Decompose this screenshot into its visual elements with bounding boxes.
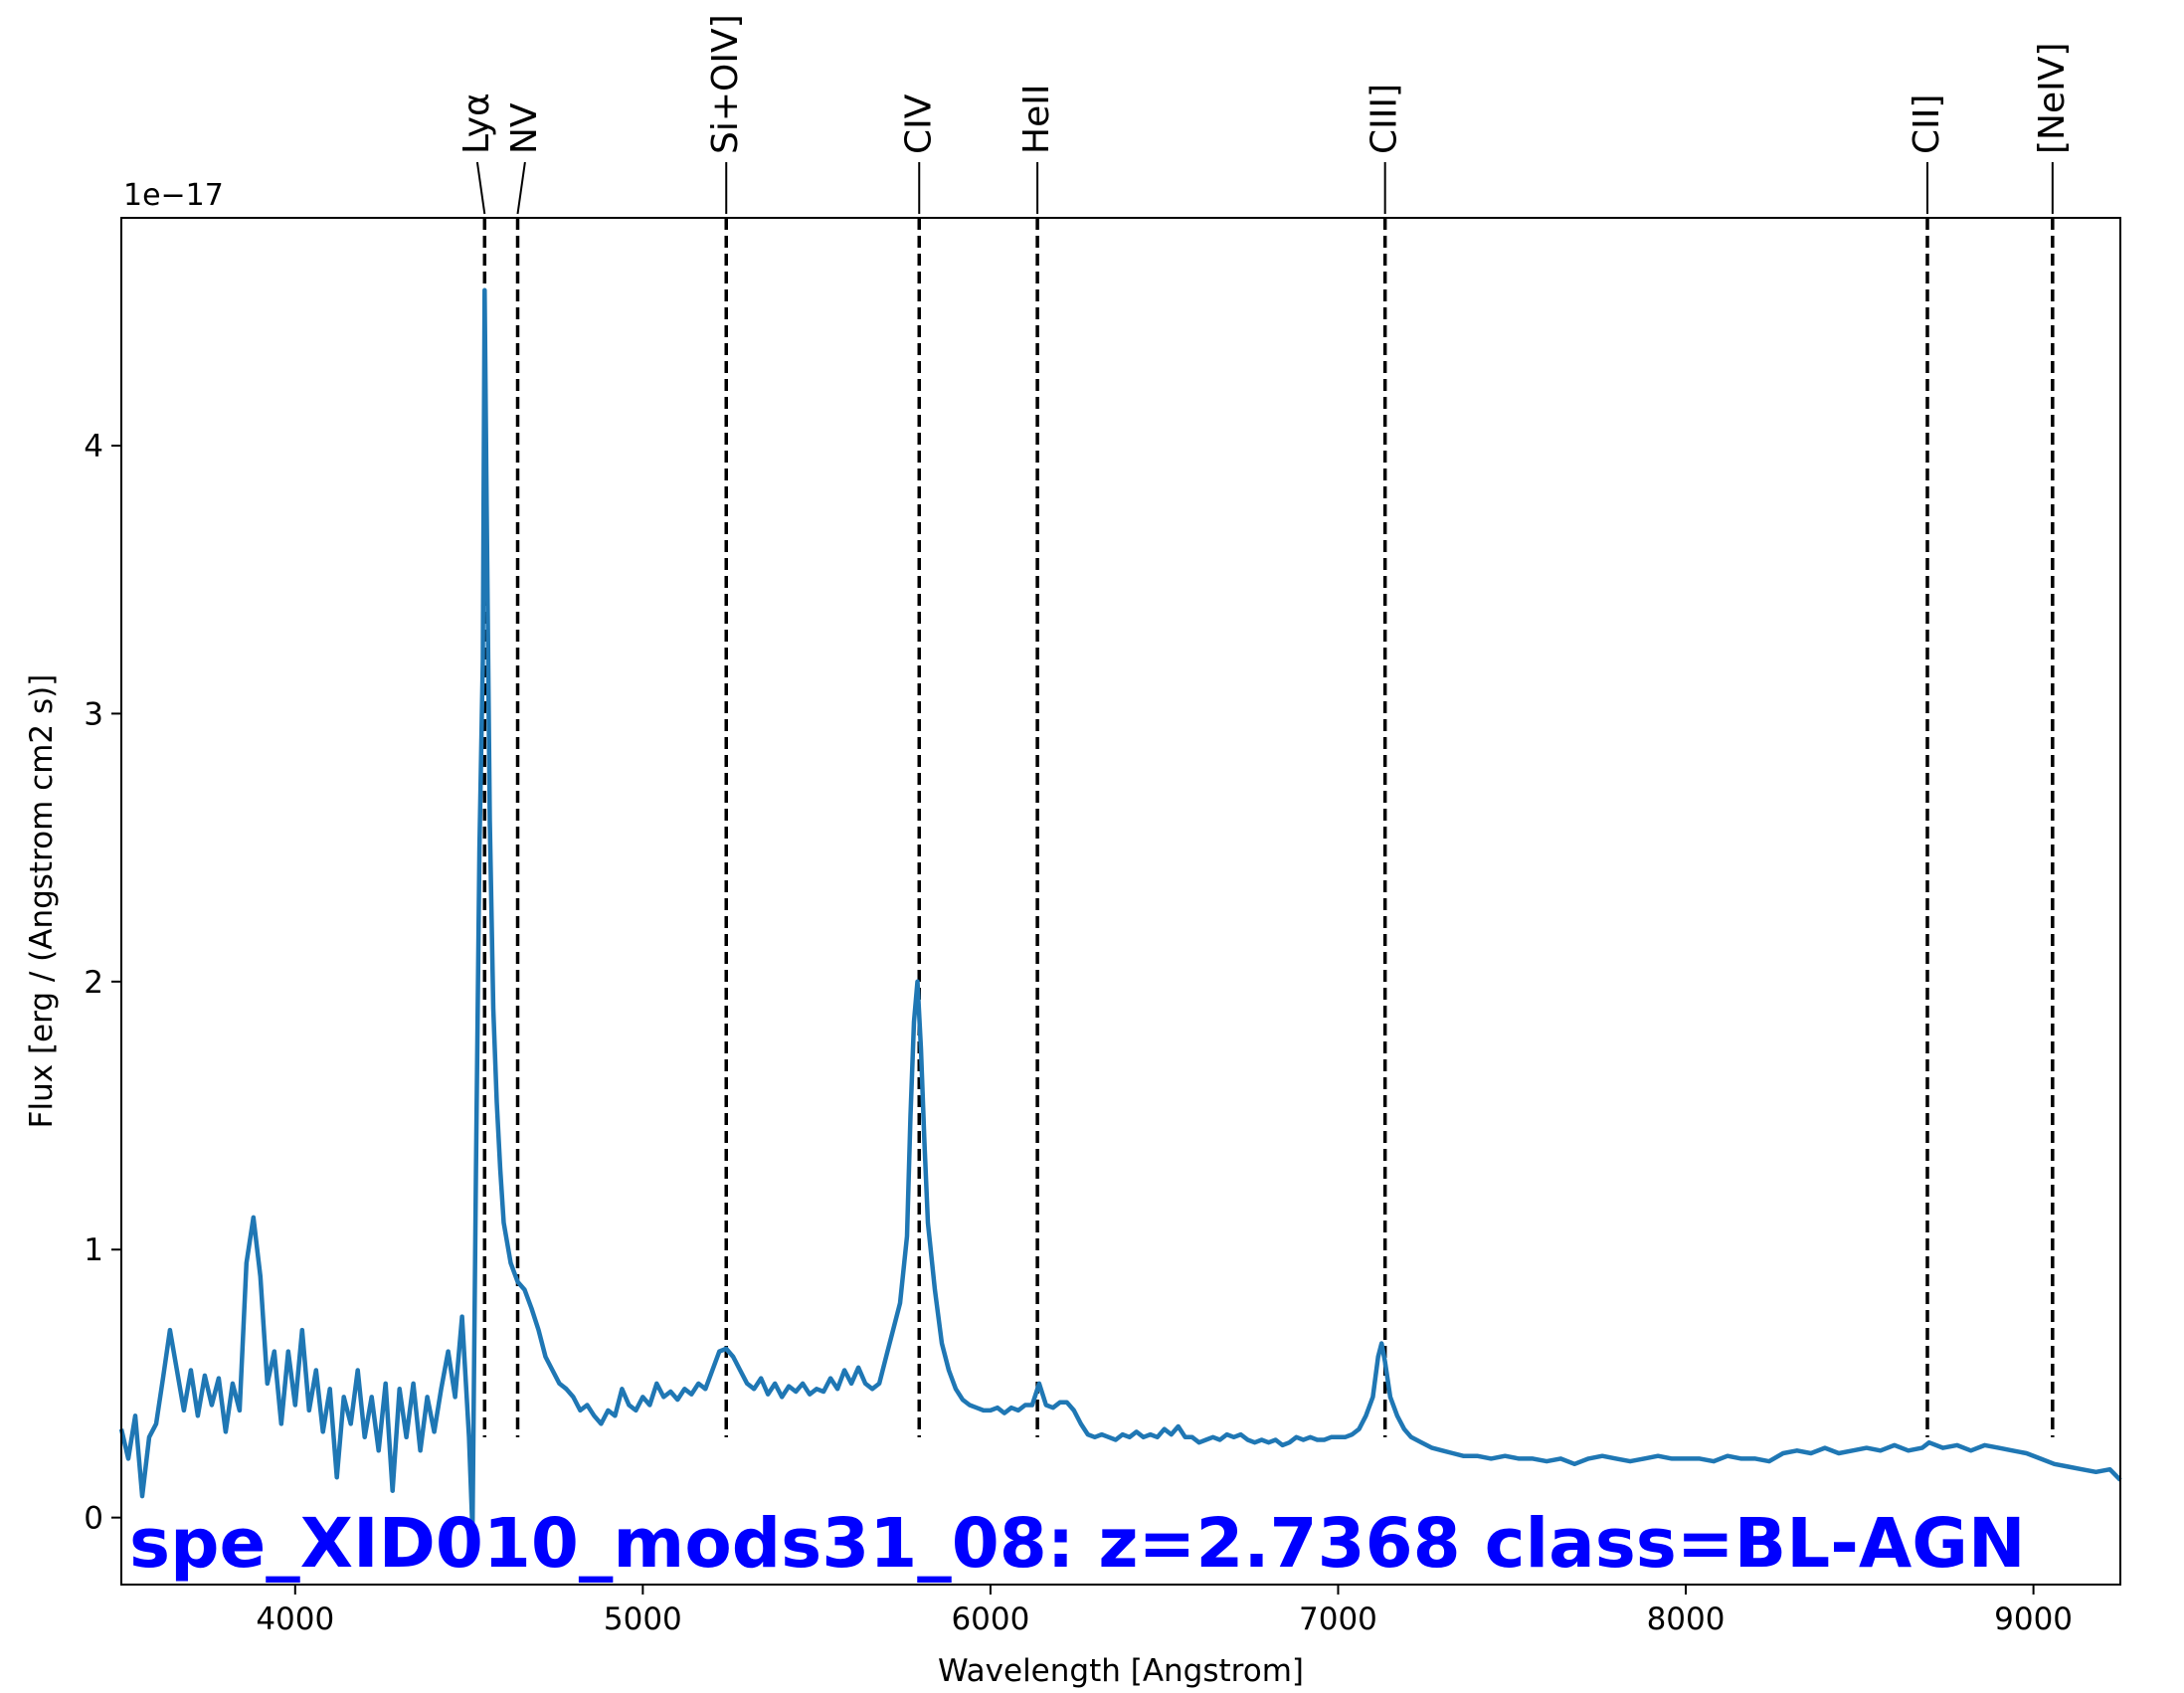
y-axis-ticks: 0 1 2 3 4	[84, 429, 121, 1537]
x-tick-label: 9000	[1994, 1601, 2073, 1637]
spectrum-line-group	[118, 287, 2122, 1534]
chart-title: spe_XID010_mods31_08: z=2.7368 class=BL-…	[129, 1504, 2026, 1584]
y-tick-label: 1	[84, 1232, 103, 1268]
emission-line-connector	[516, 161, 526, 215]
emission-line-label: Si+OIV]	[705, 14, 746, 154]
emission-line-connector	[475, 161, 486, 215]
emission-line-label: Lyα	[456, 93, 497, 154]
y-tick-label: 2	[84, 965, 103, 1001]
y-offset-label: 1e−17	[123, 178, 224, 213]
x-tick-label: 5000	[604, 1601, 682, 1637]
plot-frame	[120, 217, 2121, 1586]
emission-line-label: CIV	[898, 94, 939, 154]
emission-line-markers	[482, 218, 2055, 1437]
emission-line-label: [NeIV]	[2032, 43, 2073, 154]
x-tick-label: 6000	[951, 1601, 1029, 1637]
emission-line-label: CIII]	[1365, 84, 1405, 154]
y-axis-label: Flux [erg / (Angstrom cm2 s)]	[24, 674, 60, 1129]
emission-line-label: HeII	[1016, 85, 1057, 154]
spectrum-line	[118, 287, 2122, 1534]
x-tick-label: 7000	[1299, 1601, 1377, 1637]
x-tick-label: 8000	[1647, 1601, 1726, 1637]
y-tick-label: 3	[84, 696, 103, 732]
x-tick-label: 4000	[256, 1601, 334, 1637]
y-tick-label: 0	[84, 1501, 103, 1537]
x-axis-label: Wavelength [Angstrom]	[938, 1653, 1304, 1689]
x-axis-ticks: 4000 5000 6000 7000 8000 9000	[256, 1585, 2073, 1637]
emission-line-label: CII]	[1907, 94, 1947, 154]
emission-line-labels: Lyα NV Si+OIV] CIV HeII CIII] CII] [NeIV]	[456, 14, 2073, 215]
emission-line-label: NV	[504, 102, 545, 154]
y-tick-label: 4	[84, 429, 103, 465]
